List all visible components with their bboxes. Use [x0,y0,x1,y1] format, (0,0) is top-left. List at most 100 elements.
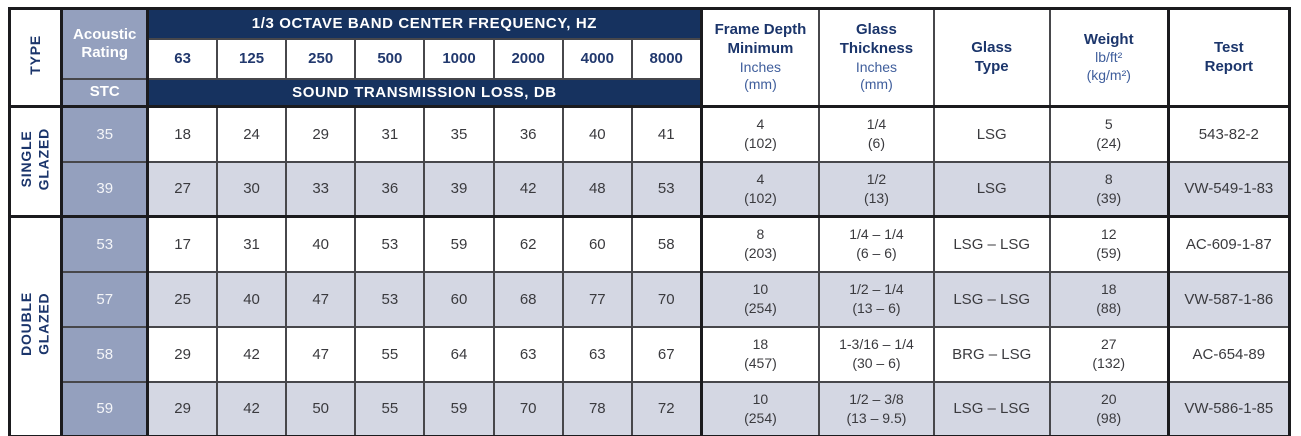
frame-depth-cell: 10 (254) [699,380,821,436]
stl-value-cell: 48 [561,160,633,218]
frame-depth-header-title: Frame Depth Minimum [714,21,807,57]
stl-value-cell: 68 [492,270,564,328]
stl-value-cell: 42 [492,160,564,218]
table-row-double-glazed-stc-57: 57 25 40 47 53 60 68 77 70 10 (254) 1/2 – 1/4 (13 … [10,270,1291,328]
weight-header: Weight lb/ft² (kg/m²) [1048,7,1170,108]
stl-value-cell: 35 [423,105,495,163]
freq-header-4000: 4000 [561,37,633,80]
glass-type-cell: LSG – LSG [932,380,1051,436]
glass-thickness-cell: 1/2 (13) [818,160,935,218]
stl-value-cell: 53 [354,270,426,328]
stc-value-cell: 53 [60,215,149,273]
frame-depth-header-unit-mm: (mm) [744,76,777,93]
stc-value-cell: 35 [60,105,149,163]
glass-thickness-cell: 1-3/16 – 1/4 (30 – 6) [818,325,935,383]
test-report-cell: AC-609-1-87 [1166,215,1291,273]
stl-value-cell: 77 [561,270,633,328]
glass-thickness-header: Glass Thickness Inches (mm) [818,7,935,108]
type-cell-single-glazed: SINGLE GLAZED [8,105,63,218]
glass-thickness-cell: 1/4 – 1/4 (6 – 6) [818,215,935,273]
stc-value-cell: 59 [60,380,149,436]
stl-value-cell: 53 [354,215,426,273]
table-row-single-glazed-stc-35: SINGLE GLAZED 35 18 24 29 31 35 36 40 41 4 (102) 1/… [8,105,1291,218]
type-column-header-label: TYPE [26,35,43,75]
stl-value-cell: 60 [561,215,633,273]
stl-value-cell: 27 [146,160,218,218]
weight-header-title: Weight [1083,30,1134,48]
test-report-cell: AC-654-89 [1166,325,1291,383]
stl-value-cell: 40 [561,105,633,163]
stl-value-cell: 55 [354,325,426,383]
frame-depth-cell: 4 (102) [699,105,821,163]
type-label-single-glazed: SINGLE GLAZED [18,127,52,191]
test-report-cell: VW-587-1-86 [1166,270,1291,328]
stl-value-cell: 18 [146,105,218,163]
test-report-cell: 543-82-2 [1166,105,1291,163]
stl-value-cell: 31 [215,215,288,273]
test-report-cell: VW-549-1-83 [1166,160,1291,218]
stl-value-cell: 39 [423,160,495,218]
frame-depth-cell: 8 (203) [699,215,821,273]
type-column-header: TYPE [8,7,63,108]
stc-value-cell: 58 [60,325,149,383]
glass-type-header: Glass Type [932,7,1051,108]
stl-value-cell: 63 [561,325,633,383]
test-report-header-title: Test Report [1204,38,1253,75]
glass-thickness-cell: 1/4 (6) [818,105,935,163]
frame-depth-cell: 10 (254) [699,270,821,328]
stl-value-cell: 17 [146,215,218,273]
stl-value-cell: 78 [561,380,633,436]
stl-value-cell: 42 [215,325,288,383]
stl-value-cell: 36 [492,105,564,163]
stl-value-cell: 24 [215,105,288,163]
glass-thickness-header-unit-inches: Inches [855,58,898,75]
stl-value-cell: 29 [285,105,357,163]
stc-value-cell: 57 [60,270,149,328]
glass-type-cell: LSG [932,160,1051,218]
frame-depth-header-unit-inches: Inches [739,58,782,75]
weight-cell: 20 (98) [1048,380,1170,436]
stl-value-cell: 29 [146,325,218,383]
stc-value-cell: 39 [60,160,149,218]
glass-type-cell: BRG – LSG [932,325,1051,383]
weight-cell: 8 (39) [1048,160,1170,218]
stl-value-cell: 25 [146,270,218,328]
stl-value-cell: 30 [215,160,288,218]
stl-value-cell: 47 [285,270,357,328]
glass-thickness-cell: 1/2 – 3/8 (13 – 9.5) [818,380,935,436]
weight-cell: 18 (88) [1048,270,1170,328]
acoustic-performance-table: TYPE Acoustic Rating 1/3 OCTAVE BAND CEN… [8,7,1291,436]
stl-value-cell: 64 [423,325,495,383]
glass-thickness-header-title: Glass Thickness [839,21,914,57]
stc-header: STC [60,77,149,108]
frame-depth-cell: 18 (457) [699,325,821,383]
table-row-double-glazed-stc-59: 59 29 42 50 55 59 70 78 72 10 (254) 1/2 – 3/8 (13 … [10,380,1291,436]
stl-value-cell: 67 [630,325,703,383]
weight-header-unit-lbft: lb/ft² [1095,49,1123,66]
octave-band-banner: 1/3 OCTAVE BAND CENTER FREQUENCY, HZ [146,7,703,40]
glass-thickness-header-unit-mm: (mm) [860,76,893,93]
table-row-double-glazed-stc-53: DOUBLE GLAZED 53 17 31 40 53 59 62 60 58 8 (203) 1/… [8,215,1291,436]
glass-type-cell: LSG – LSG [932,270,1051,328]
type-cell-double-glazed: DOUBLE GLAZED [8,215,63,436]
frame-depth-header: Frame Depth Minimum Inches (mm) [699,7,821,108]
stl-value-cell: 63 [492,325,564,383]
type-label-double-glazed: DOUBLE GLAZED [18,292,52,356]
stl-value-cell: 40 [215,270,288,328]
stl-value-cell: 42 [215,380,288,436]
stl-value-cell: 29 [146,380,218,436]
stl-value-cell: 36 [354,160,426,218]
stl-value-cell: 33 [285,160,357,218]
glass-type-header-title: Glass Type [971,38,1013,75]
freq-header-125: 125 [215,37,288,80]
stl-value-cell: 70 [492,380,564,436]
weight-cell: 5 (24) [1048,105,1170,163]
stl-value-cell: 59 [423,215,495,273]
freq-header-250: 250 [285,37,357,80]
stl-value-cell: 40 [285,215,357,273]
acoustic-rating-header: Acoustic Rating [60,7,149,80]
stl-value-cell: 47 [285,325,357,383]
stl-value-cell: 50 [285,380,357,436]
freq-header-2000: 2000 [492,37,564,80]
